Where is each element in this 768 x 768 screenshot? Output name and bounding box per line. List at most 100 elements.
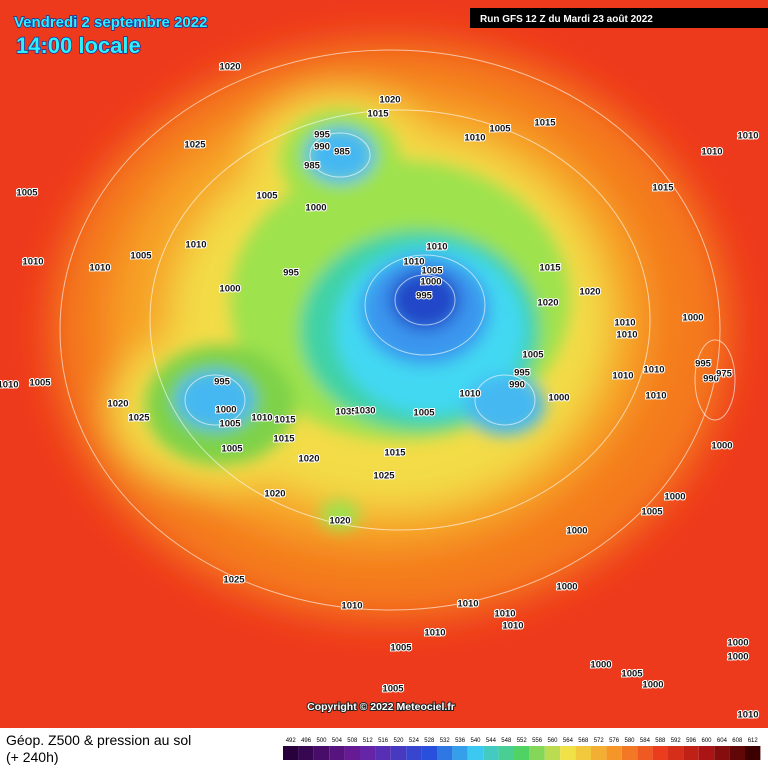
colorbar-tick-label: 576 xyxy=(609,738,620,744)
colorbar-tick-label: 580 xyxy=(624,738,635,744)
colorbar-swatch xyxy=(668,746,684,760)
isobar-label: 1010 xyxy=(494,609,515,620)
isobar-label: 985 xyxy=(334,147,351,158)
colorbar-swatch xyxy=(298,746,314,760)
isobar-label: 1005 xyxy=(130,251,152,262)
isobar-label: 1010 xyxy=(701,147,722,158)
isobar-label: 995 xyxy=(695,359,712,370)
isobar-label: 1000 xyxy=(727,652,748,663)
colorbar-swatch xyxy=(483,746,499,760)
isobar-label: 1010 xyxy=(612,371,633,382)
isobar-label: 1000 xyxy=(590,660,611,671)
colorbar-swatch xyxy=(390,746,407,760)
colorbar-tick-label: 596 xyxy=(686,738,697,744)
colorbar-tick-label: 560 xyxy=(547,738,558,744)
colorbar-tick-label: 552 xyxy=(517,738,528,744)
isobar-label: 1005 xyxy=(382,684,404,695)
isobar-label: 1005 xyxy=(256,191,278,202)
colorbar-swatch xyxy=(406,746,422,760)
isobar-label: 1015 xyxy=(274,415,296,426)
isobar-label: 1010 xyxy=(457,599,478,610)
colorbar-swatch xyxy=(591,746,607,760)
isobar-label: 1035 xyxy=(335,407,357,418)
colorbar-swatch xyxy=(313,746,330,760)
colorbar-tick-label: 584 xyxy=(640,738,651,744)
isobar-label: 1010 xyxy=(403,257,424,268)
isobar-label: 1020 xyxy=(298,454,319,465)
colorbar-tick-label: 556 xyxy=(532,738,543,744)
isobar-label: 1015 xyxy=(384,448,406,459)
isobar-label: 1015 xyxy=(273,434,295,445)
isobar-label: 1010 xyxy=(616,330,637,341)
colorbar-swatch xyxy=(421,746,437,760)
colorbar-swatch xyxy=(529,746,545,760)
isobar-label: 1025 xyxy=(373,471,395,482)
isobar-label: 1005 xyxy=(489,124,511,135)
isobar-label: 1015 xyxy=(534,118,556,129)
colorbar-swatch xyxy=(729,746,745,760)
isobar-label: 1000 xyxy=(219,284,240,295)
colorbar-tick-label: 568 xyxy=(578,738,589,744)
isobar-label: 1025 xyxy=(128,413,150,424)
colorbar-swatch xyxy=(652,746,668,760)
colorbar-tick-label: 504 xyxy=(332,738,343,744)
isobar-label: 1015 xyxy=(652,183,674,194)
colorbar-swatch xyxy=(514,746,530,760)
isobar-label: 990 xyxy=(509,380,525,391)
isobar-label: 995 xyxy=(214,377,231,388)
isobar-label: 1010 xyxy=(737,131,758,142)
isobar-label: 1005 xyxy=(421,266,443,277)
colorbar-swatch xyxy=(621,746,638,760)
isobar-label: 1015 xyxy=(539,263,561,274)
colorbar-swatch xyxy=(544,746,561,760)
isobar-label: 1020 xyxy=(329,516,350,527)
colorbar-tick-label: 496 xyxy=(301,738,312,744)
colorbar-tick-label: 520 xyxy=(393,738,404,744)
isobar-label: 1015 xyxy=(367,109,389,120)
isobar-label: 1010 xyxy=(22,257,43,268)
isobar-label: 1010 xyxy=(424,628,445,639)
colorbar-swatch xyxy=(360,746,376,760)
colorbar-swatch xyxy=(452,746,468,760)
colorbar-tick-label: 548 xyxy=(501,738,512,744)
colorbar-swatch xyxy=(637,746,653,760)
isobar-label: 1010 xyxy=(459,389,480,400)
colorbar-swatch xyxy=(437,746,453,760)
isobar-label: 1005 xyxy=(16,188,38,199)
run-info-bar xyxy=(470,8,768,28)
isobar-label: 1000 xyxy=(682,313,703,324)
colorbar-tick-label: 536 xyxy=(455,738,466,744)
isobar-label: 1000 xyxy=(664,492,685,503)
colorbar-tick-label: 492 xyxy=(286,738,297,744)
isobar-label: 1005 xyxy=(641,507,663,518)
colorbar-swatch xyxy=(683,746,699,760)
isobar-label: 995 xyxy=(514,368,531,379)
geopotential-field xyxy=(0,0,768,728)
colorbar-tick-label: 564 xyxy=(563,738,574,744)
isobar-label: 995 xyxy=(416,291,433,302)
colorbar-tick-label: 608 xyxy=(732,738,743,744)
isobar-label: 1005 xyxy=(29,378,51,389)
colorbar-tick-label: 604 xyxy=(717,738,728,744)
colorbar-tick-label: 516 xyxy=(378,738,389,744)
isobar-label: 1010 xyxy=(89,263,110,274)
isobar-label: 990 xyxy=(314,142,330,153)
colorbar-tick-label: 572 xyxy=(594,738,605,744)
isobar-label: 975 xyxy=(716,369,733,380)
colorbar-tick-label: 532 xyxy=(440,738,451,744)
isobar-label: 1010 xyxy=(614,318,635,329)
isobar-label: 1020 xyxy=(379,95,400,106)
colorbar-swatch xyxy=(283,746,299,760)
isobar-label: 1005 xyxy=(413,408,435,419)
isobar-label: 985 xyxy=(304,161,321,172)
colorbar-swatch xyxy=(467,746,484,760)
isobar-label: 1010 xyxy=(464,133,485,144)
isobar-label: 1020 xyxy=(107,399,128,410)
isobar-label: 1005 xyxy=(522,350,544,361)
isobar-label: 1010 xyxy=(645,391,666,402)
isobar-label: 1000 xyxy=(642,680,663,691)
colorbar-tick-label: 512 xyxy=(363,738,374,744)
colorbar-tick-label: 508 xyxy=(347,738,358,744)
isobar-label: 1000 xyxy=(548,393,569,404)
